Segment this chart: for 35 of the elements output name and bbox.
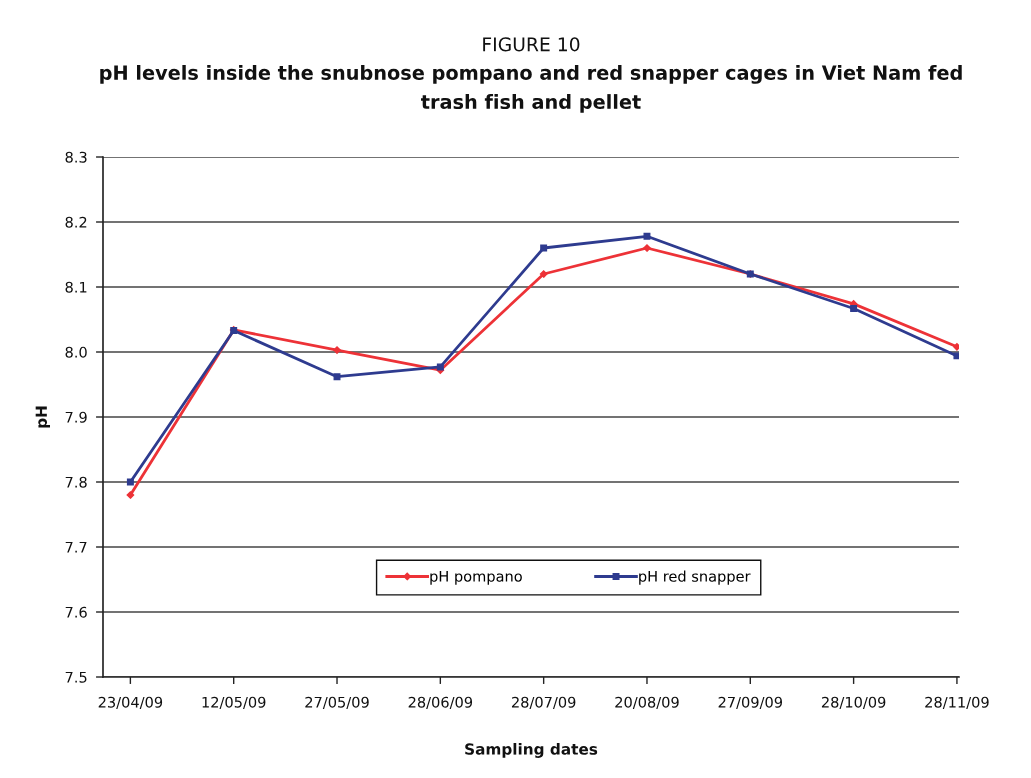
- x-tick-label: 28/11/09: [925, 696, 989, 709]
- point: [643, 244, 651, 252]
- y-tick-label: 8.1: [65, 281, 87, 293]
- point: [333, 373, 341, 381]
- x-tick-label: 27/05/09: [305, 696, 369, 709]
- y-tick-label: 7.5: [65, 671, 87, 683]
- point: [436, 363, 444, 371]
- y-tick-label: 7.7: [65, 541, 87, 553]
- chart-subtitle: pH levels inside the snubnose pompano and red snapper cages in Viet Nam fed trash fish and pellet: [100, 65, 962, 113]
- point: [126, 478, 134, 486]
- y-tick-label: 7.8: [65, 476, 87, 488]
- x-tick-label: 27/09/09: [718, 696, 783, 709]
- point: [333, 346, 341, 354]
- legend-label: pH red snapper: [639, 570, 751, 585]
- y-tick-label: 8.0: [65, 346, 87, 358]
- x-axis-title: Sampling dates: [465, 743, 598, 758]
- y-tick-label: 8.2: [65, 216, 87, 228]
- x-tick-label: 20/08/09: [615, 696, 679, 709]
- point: [850, 304, 858, 312]
- point: [643, 232, 651, 240]
- point: [540, 244, 548, 252]
- x-tick-label: 28/07/09: [511, 696, 576, 709]
- y-tick-label: 7.9: [65, 411, 87, 423]
- y-tick-label: 8.3: [65, 151, 87, 163]
- y-axis-title: pH: [35, 406, 50, 428]
- point: [953, 352, 959, 360]
- legend-label: pH pompano: [430, 570, 522, 585]
- x-tick-label: 12/05/09: [202, 696, 266, 709]
- point: [126, 491, 135, 499]
- point: [539, 270, 548, 278]
- x-tick-label: 28/06/09: [408, 696, 473, 709]
- x-tick-label: 28/10/09: [821, 696, 886, 709]
- x-tick-label: 23/04/09: [98, 696, 163, 709]
- chart-title: FIGURE 10: [483, 37, 580, 52]
- y-tick-label: 7.6: [65, 606, 87, 618]
